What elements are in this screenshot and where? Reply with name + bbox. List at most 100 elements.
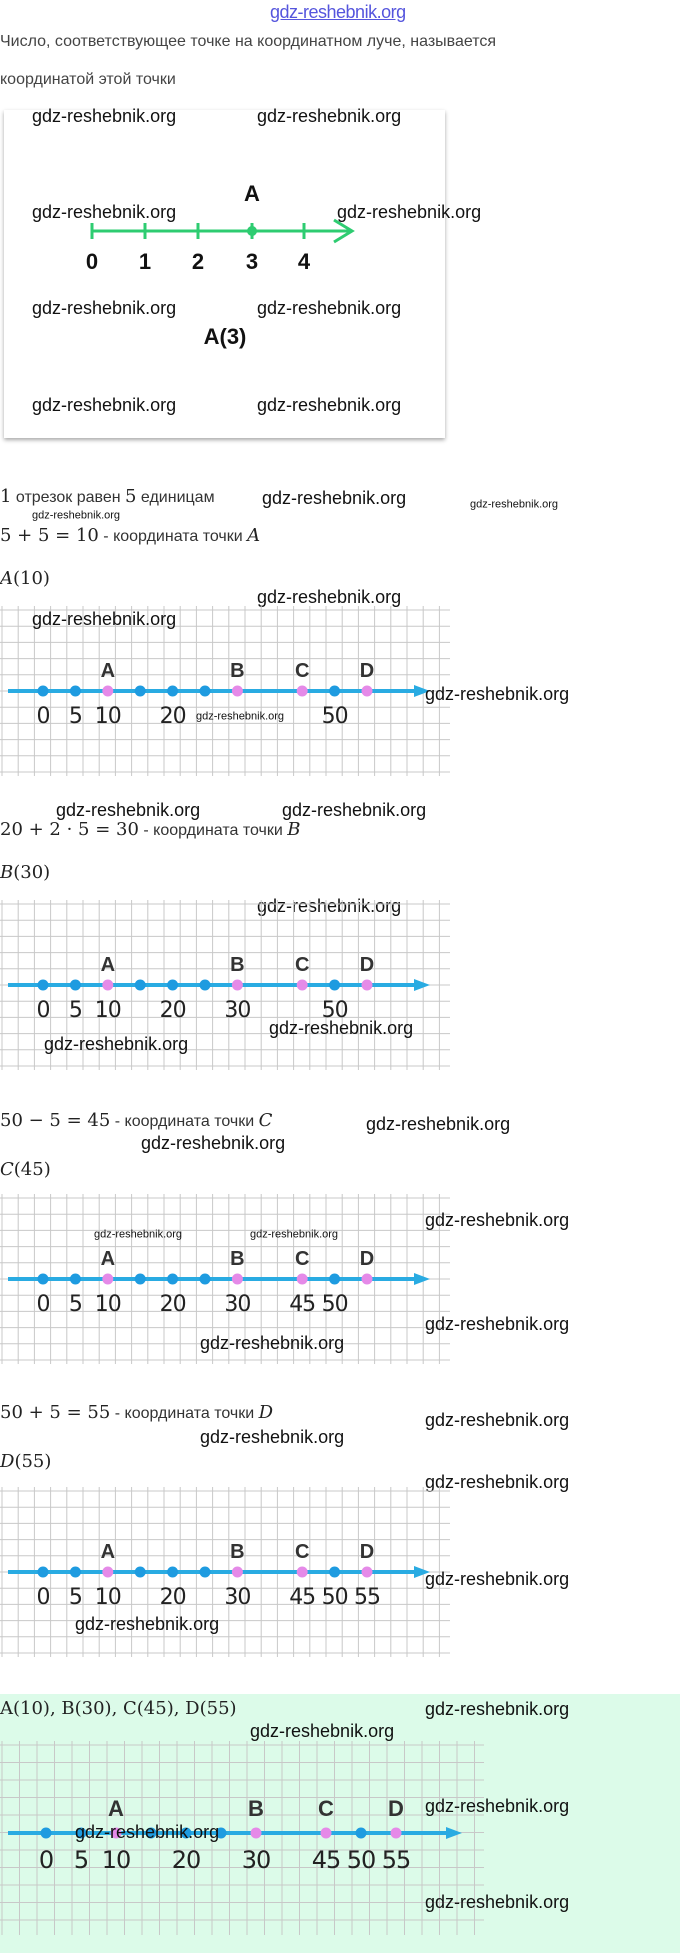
ray-dot	[69, 1273, 81, 1285]
result-letter: B	[0, 862, 14, 884]
watermark: gdz-reshebnik.org	[425, 1796, 570, 1816]
point-letter: A	[101, 660, 115, 682]
ray-arrowhead	[414, 1566, 430, 1578]
ray-dot	[167, 979, 179, 991]
intro-line-2: координатой этой точки	[0, 71, 176, 88]
watermark: gdz-reshebnik.org	[32, 202, 177, 222]
watermark: gdz-reshebnik.org	[425, 1699, 570, 1719]
answer-value: A(10), B(30), C(45), D(55)	[0, 1698, 237, 1720]
tick-label: 0	[37, 998, 50, 1023]
watermark: gdz-reshebnik.org	[250, 1228, 339, 1241]
watermark: gdz-reshebnik.org	[56, 800, 201, 820]
point-d	[361, 979, 373, 991]
watermark: gdz-reshebnik.org	[470, 498, 559, 511]
watermark: gdz-reshebnik.org	[262, 488, 407, 508]
ray-point	[247, 226, 257, 236]
step-b-letter: B	[287, 819, 301, 841]
example-tick-label: 3	[245, 249, 259, 274]
tick-label: 50	[322, 1585, 348, 1610]
segment-text: 1 отрезок равен 5 единицам	[0, 486, 215, 508]
coordinate-ray-figure: A B C D 0 5 10 20 30 45 50	[0, 1194, 450, 1364]
tick-label: 10	[95, 1585, 121, 1610]
ray-dot	[199, 1273, 211, 1285]
watermark: gdz-reshebnik.org	[425, 1210, 570, 1230]
coordinate-ray-figure: A B C D 0 5 10 20 30 45 50 55	[0, 1487, 450, 1657]
point-c	[296, 685, 308, 697]
step-a-text: 5 + 5 = 10 - координата точки A	[0, 525, 260, 547]
ray-dot	[199, 979, 211, 991]
result-value: (55)	[14, 1451, 52, 1473]
ray-dot	[167, 685, 179, 697]
ray-dot	[199, 685, 211, 697]
point-letter: D	[360, 1248, 374, 1270]
ray-dot	[329, 1566, 341, 1578]
point-a	[102, 1566, 114, 1578]
watermark-link[interactable]: gdz-reshebnik.org	[270, 2, 406, 22]
watermark: gdz-reshebnik.org	[75, 1614, 220, 1634]
step-d-expression: 50 + 5 = 55	[0, 1402, 111, 1424]
watermark: gdz-reshebnik.org	[200, 1333, 345, 1353]
step-d-label: - координата точки	[110, 1405, 259, 1423]
ray-dot	[145, 1827, 157, 1839]
tick-label: 0	[37, 1292, 50, 1317]
tick-label: 10	[102, 1846, 131, 1874]
point-b	[231, 1273, 243, 1285]
tick-label: 20	[172, 1846, 201, 1874]
step-a-letter: A	[247, 525, 261, 547]
ray-dot	[69, 979, 81, 991]
tick-label: 10	[95, 1292, 121, 1317]
watermark: gdz-reshebnik.org	[425, 1569, 570, 1589]
ray-dot	[134, 685, 146, 697]
point-letter: C	[318, 1796, 334, 1821]
grid-paper: A B C D0 5 10 20 30 45 50 55	[0, 1741, 484, 1935]
tick-label: 5	[69, 1585, 82, 1610]
ray-arrowhead	[414, 1273, 430, 1285]
tick-label: 50	[322, 1292, 348, 1317]
watermark: gdz-reshebnik.org	[257, 395, 402, 415]
grid-paper: A B C D 0 5 10 20 50	[0, 606, 450, 776]
step-b-expression: 20 + 2 · 5 = 30	[0, 819, 139, 841]
example-ray	[90, 218, 355, 244]
tick-label: 50	[322, 704, 348, 729]
ray-dot	[329, 685, 341, 697]
point-b	[231, 979, 243, 991]
tick-label: 50	[322, 998, 348, 1023]
tick-label: 20	[160, 704, 186, 729]
ray-dot	[37, 1566, 49, 1578]
watermark: gdz-reshebnik.org	[257, 106, 402, 126]
watermark: gdz-reshebnik.org	[200, 1427, 345, 1447]
coordinate-ray-figure-answer: A B C D 0 5 10 20 30 45 50 55	[0, 1741, 484, 1935]
point-a	[102, 685, 114, 697]
tick-label: 30	[224, 1292, 250, 1317]
point-letter: B	[230, 1248, 244, 1270]
point-letter: C	[295, 660, 309, 682]
result-value: (30)	[13, 862, 51, 884]
step-d-letter: D	[258, 1402, 274, 1424]
watermark: gdz-reshebnik.org	[44, 1034, 189, 1054]
grid-paper: A B C D0 5 10 20 30 45 50 55	[0, 1487, 450, 1657]
step-c-label: - координата точки	[110, 1113, 259, 1131]
watermark: gdz-reshebnik.org	[32, 106, 177, 126]
example-card	[4, 110, 445, 438]
example-point-letter: A	[244, 181, 260, 206]
ray-dot	[215, 1827, 227, 1839]
point-letter: B	[230, 954, 244, 976]
ray-dot	[40, 1827, 52, 1839]
intro-line-1: Число, соответствующее точке на координа…	[0, 33, 497, 50]
watermark: gdz-reshebnik.org	[32, 609, 177, 629]
answer-text: A(10), B(30), C(45), D(55)	[0, 1698, 237, 1720]
ray-dot	[180, 1827, 192, 1839]
point-letter: A	[101, 1248, 115, 1270]
point-letter: C	[295, 1541, 309, 1563]
point-b	[250, 1827, 262, 1839]
ray-dot	[134, 1273, 146, 1285]
point-c	[296, 1566, 308, 1578]
point-c	[320, 1827, 332, 1839]
example-tick-label: 0	[85, 249, 99, 274]
step-b-label: - координата точки	[138, 822, 288, 840]
step-d-text: 50 + 5 = 55 - координата точки D	[0, 1402, 273, 1424]
point-letter: A	[108, 1796, 124, 1821]
ray-arrowhead	[414, 979, 430, 991]
coordinate-ray-figure: A B C D 0 5 10 20 50	[0, 606, 450, 776]
watermark: gdz-reshebnik.org	[269, 1018, 414, 1038]
